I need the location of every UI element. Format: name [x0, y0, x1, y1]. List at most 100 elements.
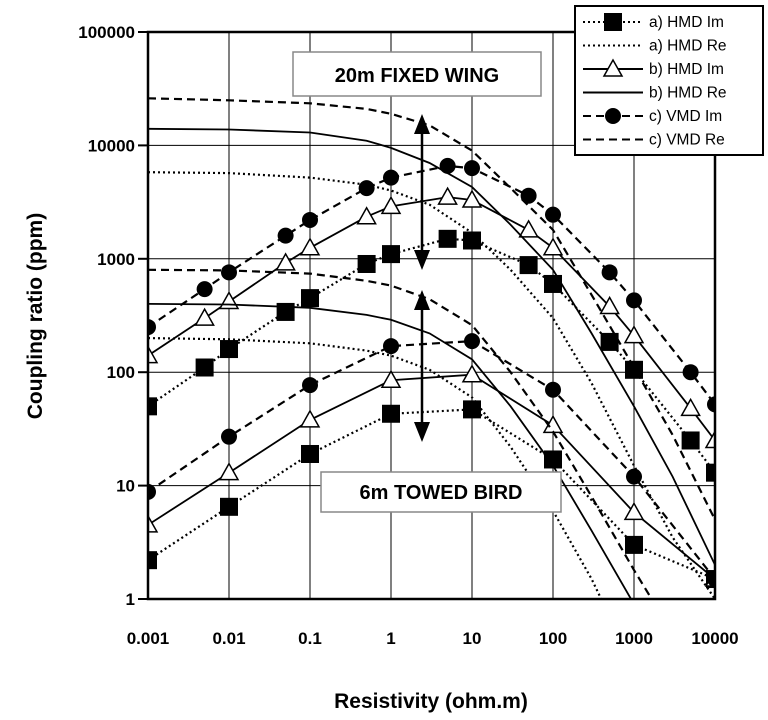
series-line: [148, 303, 633, 599]
data-point: [463, 400, 481, 419]
data-point: [195, 358, 214, 377]
data-point: [680, 397, 701, 417]
data-point: [383, 169, 399, 186]
legend-label: b) HMD Im: [649, 61, 724, 78]
data-point: [275, 252, 296, 271]
series-0: [148, 229, 715, 482]
data-point: [220, 340, 238, 359]
legend-label: a) HMD Im: [649, 14, 724, 31]
data-point: [437, 186, 458, 205]
data-point: [518, 219, 539, 238]
legend-label: c) VMD Im: [649, 108, 722, 125]
series-line: [148, 337, 603, 599]
data-point: [544, 274, 562, 293]
data-point: [301, 289, 319, 308]
data-point: [148, 551, 157, 570]
data-point: [148, 483, 156, 500]
data-point: [600, 332, 619, 351]
x-tick-label: 10: [463, 629, 482, 648]
data-point: [148, 319, 156, 336]
data-point: [682, 364, 699, 381]
data-point: [681, 431, 700, 450]
data-point: [625, 535, 643, 554]
data-point: [220, 497, 238, 516]
fixed-wing-range-arrow: [414, 114, 430, 270]
x-tick-label: 1: [386, 629, 395, 648]
data-point: [383, 338, 399, 355]
x-axis-title: Resistivity (ohm.m): [334, 690, 528, 713]
y-tick-label: 10000: [88, 136, 135, 155]
data-point: [301, 444, 319, 463]
legend-marker: [604, 13, 622, 31]
series-5: [148, 97, 715, 521]
series-1: [148, 171, 715, 599]
series-7: [148, 337, 603, 599]
series-line: [148, 97, 715, 521]
legend-marker: [605, 108, 621, 124]
series-3: [148, 127, 715, 566]
data-point: [704, 429, 715, 449]
data-point: [194, 307, 215, 326]
series-2: [148, 186, 715, 449]
data-point: [382, 245, 400, 264]
x-tick-labels: 0.001 0.01 0.1 1 10 100 1000 10000: [127, 629, 739, 648]
series-11: [148, 268, 653, 599]
data-point: [380, 369, 402, 388]
data-point: [625, 360, 643, 379]
data-point: [358, 180, 375, 197]
y-tick-label: 100000: [78, 23, 135, 42]
data-point: [196, 281, 213, 298]
series-line: [148, 171, 715, 599]
series-line: [148, 127, 715, 566]
data-point: [464, 333, 480, 350]
data-point: [520, 187, 537, 204]
x-tick-label: 0.1: [298, 629, 322, 648]
towed-bird-range-arrow: [414, 290, 430, 442]
fixed-wing-label: 20m FIXED WING: [335, 65, 499, 87]
data-point: [545, 381, 561, 398]
data-point: [463, 231, 481, 250]
y-axis-title: Coupling ratio (ppm): [24, 213, 47, 419]
fixed-wing-label-box: [292, 51, 542, 97]
data-point: [382, 404, 400, 423]
towed-bird-label-box: [320, 471, 562, 513]
data-point: [706, 463, 715, 482]
data-point: [218, 462, 240, 481]
data-point: [464, 160, 480, 177]
data-point: [302, 377, 318, 394]
data-point: [601, 264, 618, 281]
data-point: [626, 292, 642, 309]
x-tick-label: 1000: [615, 629, 653, 648]
legend-marker: [602, 58, 624, 77]
data-point: [439, 157, 456, 174]
x-tick-label: 0.001: [127, 629, 170, 648]
x-tick-label: 100: [539, 629, 567, 648]
y-tick-label: 100: [107, 363, 135, 382]
data-point: [148, 397, 157, 416]
data-point: [148, 514, 159, 533]
data-point: [221, 428, 237, 445]
series-6: [148, 400, 715, 589]
data-point: [626, 468, 642, 485]
towed-bird-label: 6m TOWED BIRD: [360, 482, 523, 504]
x-tick-label: 10000: [691, 629, 738, 648]
data-point: [542, 237, 564, 256]
data-point: [623, 325, 645, 344]
series-line: [148, 268, 653, 599]
data-point: [707, 571, 715, 588]
data-point: [545, 206, 561, 223]
series-layer: [148, 97, 715, 599]
data-point: [380, 195, 402, 215]
data-point: [276, 302, 295, 321]
data-point: [302, 211, 318, 228]
data-point: [299, 237, 321, 256]
y-tick-labels: 1 10 100 1000 10000 100000: [78, 23, 135, 609]
legend: a) HMD Im a) HMD Re b) HMD Im b) HMD Re c) V…: [574, 5, 764, 156]
y-tick-label: 1: [126, 590, 135, 609]
x-tick-label: 0.01: [212, 629, 245, 648]
data-point: [461, 364, 483, 383]
data-point: [277, 227, 294, 244]
y-tick-label: 1000: [97, 250, 135, 269]
series-line: [148, 373, 715, 580]
